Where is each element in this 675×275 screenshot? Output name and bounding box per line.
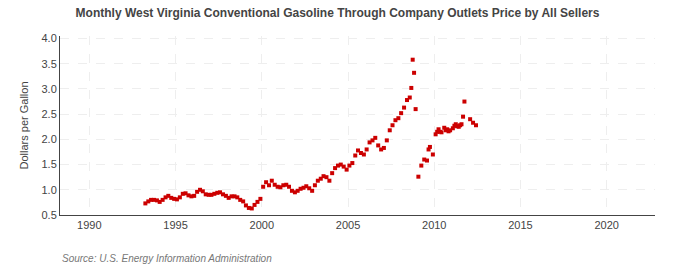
svg-text:4.0: 4.0 [42, 32, 57, 44]
svg-text:2005: 2005 [336, 219, 360, 231]
svg-text:2.5: 2.5 [42, 108, 57, 120]
svg-text:2010: 2010 [422, 219, 446, 231]
svg-text:2000: 2000 [250, 219, 274, 231]
svg-text:3.0: 3.0 [42, 83, 57, 95]
svg-text:1990: 1990 [77, 219, 101, 231]
svg-text:2015: 2015 [508, 219, 532, 231]
svg-text:1995: 1995 [163, 219, 187, 231]
svg-text:2.0: 2.0 [42, 133, 57, 145]
svg-text:Dollars per Gallon: Dollars per Gallon [18, 81, 30, 169]
svg-text:Monthly West Virginia Conventi: Monthly West Virginia Conventional Gasol… [76, 6, 600, 20]
svg-text:Source: U.S. Energy Informatio: Source: U.S. Energy Information Administ… [62, 253, 272, 264]
svg-text:2020: 2020 [594, 219, 618, 231]
svg-text:0.5: 0.5 [42, 209, 57, 221]
svg-text:3.5: 3.5 [42, 58, 57, 70]
svg-text:1.5: 1.5 [42, 158, 57, 170]
svg-text:1.0: 1.0 [42, 184, 57, 196]
